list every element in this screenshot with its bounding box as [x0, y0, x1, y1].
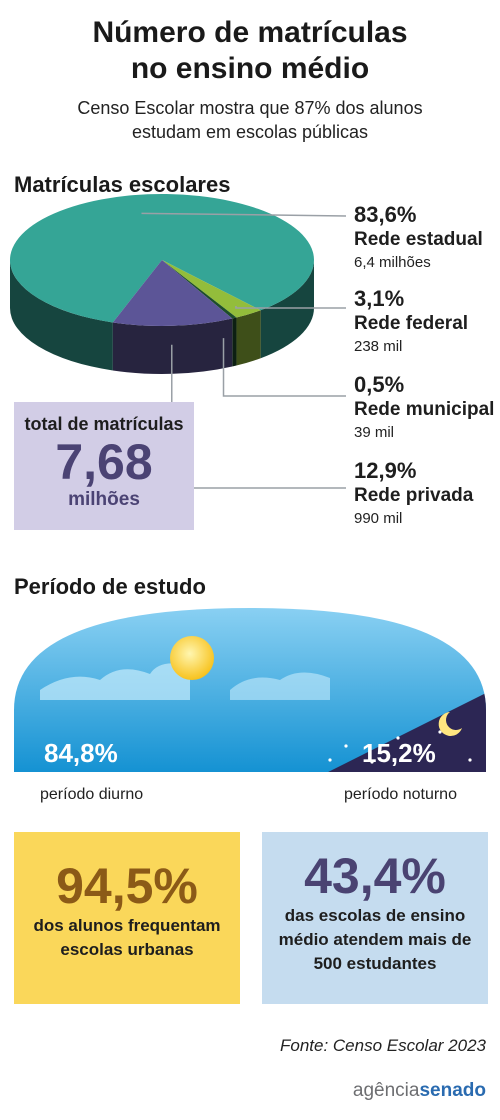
total-label: total de matrículas	[24, 414, 184, 434]
schools-pct: 43,4%	[304, 848, 446, 904]
pie-side-privada	[112, 318, 233, 374]
legend-estadual-value: 6,4 milhões	[354, 254, 431, 271]
urban-text-line2: escolas urbanas	[60, 940, 194, 959]
enrollment-pie-chart	[9, 194, 347, 489]
large-schools-box: 43,4% das escolas de ensino médio atende…	[262, 832, 488, 1004]
pie-slice-estadual	[9, 194, 314, 323]
source-note: Fonte: Censo Escolar 2023	[279, 1036, 486, 1055]
pie-side-estadual	[260, 260, 314, 359]
legend-privada-value: 990 mil	[354, 510, 403, 527]
sun-icon	[170, 636, 214, 680]
star-icon	[418, 748, 422, 752]
pie-slice-municipal	[162, 260, 237, 319]
total-unit: milhões	[68, 489, 140, 510]
diurno-label: período diurno	[40, 786, 144, 803]
section-title-matriculas: Matrículas escolares	[14, 172, 231, 197]
legend-privada-label: Rede privada	[354, 485, 474, 506]
legend-municipal-pct: 0,5%	[354, 372, 405, 397]
total-enrollment-box: total de matrículas 7,68 milhões	[14, 402, 194, 530]
diurno-pct: 84,8%	[44, 738, 118, 768]
pie-side-estadual	[10, 260, 113, 371]
subtitle-line2: estudam em escolas públicas	[131, 122, 369, 142]
legend-municipal-label: Rede municipal	[354, 399, 495, 420]
legend-federal-label: Rede federal	[354, 313, 469, 334]
star-icon	[468, 758, 472, 762]
schools-text-line3: 500 estudantes	[313, 954, 437, 973]
night-sky	[328, 686, 486, 772]
star-icon	[396, 736, 400, 740]
page-title-line1: Número de matrículas	[92, 16, 408, 49]
schools-text-line2: médio atendem mais de	[278, 930, 472, 949]
star-icon	[328, 758, 332, 762]
pie-slice-privada	[112, 260, 233, 326]
pie-top	[9, 194, 314, 326]
noturno-pct: 15,2%	[362, 738, 436, 768]
pie-side-municipal	[232, 317, 237, 367]
leader-line-municipal	[222, 338, 346, 397]
pie-side-federal	[236, 310, 261, 366]
legend-estadual-label: Rede estadual	[354, 229, 483, 250]
agencia-senado-logo: agênciasenado	[352, 1080, 486, 1101]
section-title-periodo: Período de estudo	[14, 574, 206, 599]
leader-line-federal	[235, 306, 346, 309]
pie-sides	[10, 260, 314, 374]
period-sky-chart	[14, 608, 486, 772]
stars-icon	[328, 730, 472, 764]
pie-slice-federal	[162, 260, 261, 318]
legend-federal-pct: 3,1%	[354, 286, 405, 311]
moon-icon	[438, 712, 462, 736]
noturno-label: período noturno	[344, 786, 457, 803]
page-title-line2: no ensino médio	[130, 52, 370, 85]
total-value: 7,68	[55, 434, 153, 490]
star-icon	[344, 744, 348, 748]
cloud-icon	[40, 663, 190, 700]
star-icon	[370, 760, 374, 764]
cloud-icon	[230, 672, 330, 700]
star-icon	[438, 730, 442, 734]
leader-line-estadual	[141, 212, 347, 217]
legend-privada-pct: 12,9%	[354, 458, 417, 483]
schools-text-line1: das escolas de ensino	[284, 906, 466, 925]
legend-estadual-pct: 83,6%	[354, 202, 417, 227]
subtitle-line1: Censo Escolar mostra que 87% dos alunos	[77, 98, 423, 118]
legend-municipal-value: 39 mil	[354, 424, 395, 441]
legend-federal-value: 238 mil	[354, 338, 403, 355]
urban-text-line1: dos alunos frequentam	[33, 916, 221, 935]
urban-pct: 94,5%	[56, 858, 198, 914]
urban-students-box: 94,5% dos alunos frequentam escolas urba…	[14, 832, 240, 1004]
